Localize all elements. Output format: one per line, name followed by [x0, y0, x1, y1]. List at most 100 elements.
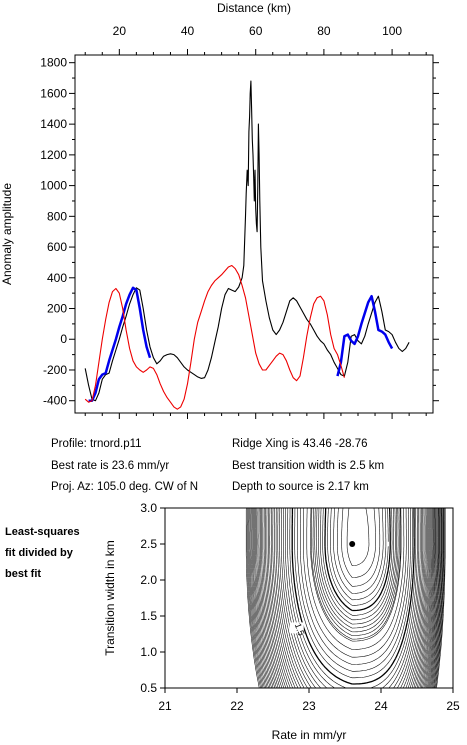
x-tick-label: 20 — [113, 24, 127, 38]
anomaly-profile-chart: Distance (km) Anomaly amplitude 20 40 60 80… — [0, 1, 439, 419]
contour-line — [256, 508, 439, 688]
x-tick-label: 21 — [158, 699, 172, 713]
contour-line — [253, 508, 441, 688]
x-tick-label: 25 — [446, 699, 460, 713]
contour-line — [294, 508, 413, 679]
contour-line — [341, 508, 376, 578]
contour-group: 1.5 — [245, 508, 446, 688]
contour-line — [263, 508, 434, 688]
contour-line — [311, 508, 401, 640]
contour-line — [283, 508, 421, 688]
contour-line — [249, 508, 443, 688]
contour-line — [316, 508, 397, 629]
y-tick-label: 1.5 — [140, 609, 157, 623]
contour-line — [330, 508, 387, 601]
y-tick-label: 1800 — [40, 56, 67, 70]
model-anomaly-line — [84, 264, 345, 410]
contour-line — [279, 508, 424, 688]
contour-line — [247, 508, 445, 688]
x-tick-label: 22 — [230, 699, 244, 713]
contour-line — [269, 508, 430, 688]
best-fit-segment-right — [336, 294, 394, 377]
x-tick-label: 24 — [374, 699, 388, 713]
contour-line — [327, 508, 389, 606]
y-tick-label: 1200 — [40, 148, 67, 162]
x-tick-label: 80 — [317, 24, 331, 38]
contour-frame — [164, 507, 454, 689]
y-axis-title: Transition width in km — [103, 540, 117, 656]
best-rate-text: Best rate is 23.6 mm/yr — [51, 460, 169, 472]
y-tick-label: 600 — [47, 240, 67, 254]
y-tick-label: -400 — [43, 394, 67, 408]
contour-line — [272, 508, 428, 688]
contour-line — [346, 508, 370, 566]
side-note: Least-squares fit divided by best fit — [5, 526, 80, 580]
y-axis-title: Anomaly amplitude — [0, 183, 14, 285]
info-block: Profile: trnord.p11 Ridge Xing is 43.46 … — [51, 438, 384, 493]
proj-az-text: Proj. Az: 105.0 deg. CW of N — [51, 481, 198, 493]
contour-line — [297, 508, 411, 672]
contour-label: 1.5 — [293, 622, 307, 637]
contour-line — [261, 508, 436, 688]
y-tick-label: 1.0 — [140, 645, 157, 659]
best-width-text: Best transition width is 2.5 km — [232, 460, 384, 472]
y-tick-label: 1600 — [40, 86, 67, 100]
contour-line — [248, 508, 444, 688]
side-note-line-3: best fit — [5, 568, 41, 580]
x-tick-label: 40 — [181, 24, 195, 38]
plot-frame — [74, 54, 434, 414]
contour-line — [310, 508, 402, 642]
contour-line — [265, 508, 433, 688]
y-tick-label: 0.5 — [140, 681, 157, 695]
contour-line — [251, 508, 442, 688]
x-tick-label: 60 — [249, 24, 263, 38]
side-note-line-2: fit divided by — [5, 547, 74, 559]
contour-line — [255, 508, 440, 688]
contour-line — [303, 508, 407, 658]
tick-group: 21 22 23 24 25 0.5 1.0 1.5 2.0 2.5 3.0 — [140, 501, 460, 713]
y-tick-label: 800 — [47, 209, 67, 223]
contour-line — [306, 508, 405, 650]
contour-line — [333, 508, 384, 594]
contour-line — [254, 508, 440, 688]
contour-label-background — [289, 622, 304, 634]
depth-text: Depth to source is 2.17 km — [232, 481, 369, 493]
ridge-xing-text: Ridge Xing is 43.46 -28.76 — [232, 438, 368, 450]
contour-line — [250, 508, 443, 688]
x-tick-label: 100 — [382, 24, 402, 38]
tick-group: 20 40 60 80 100 -400 -200 0 200 400 600 800 1000 1200… — [40, 24, 439, 419]
series-group — [84, 80, 410, 410]
best-fit-segment-left — [88, 286, 152, 402]
contour-line — [318, 508, 396, 625]
x-axis-title: Rate in mm/yr — [272, 728, 347, 742]
contour-line — [300, 508, 409, 665]
contour-line — [287, 508, 418, 688]
contour-line — [262, 508, 435, 688]
best-fit-marker — [349, 541, 356, 547]
contour-line — [245, 508, 446, 688]
y-tick-label: 2.0 — [140, 573, 157, 587]
contour-line — [324, 508, 391, 612]
x-tick-label: 23 — [302, 699, 316, 713]
contour-line — [260, 508, 437, 688]
y-tick-label: 1400 — [40, 117, 67, 131]
y-tick-label: 0 — [60, 332, 67, 346]
contour-line — [275, 508, 426, 688]
contour-line — [258, 508, 437, 688]
contour-line — [270, 508, 429, 688]
contour-line — [266, 508, 432, 688]
y-tick-label: 200 — [47, 302, 67, 316]
x-axis-title: Distance (km) — [217, 1, 291, 15]
y-tick-label: 1000 — [40, 179, 67, 193]
contour-line — [281, 508, 422, 688]
y-tick-label: -200 — [43, 363, 67, 377]
contour-line — [312, 508, 400, 636]
contour-line — [257, 508, 438, 688]
y-tick-label: 400 — [47, 271, 67, 285]
contour-line — [320, 508, 394, 621]
contour-line — [291, 508, 415, 685]
profile-text: Profile: trnord.p11 — [51, 438, 142, 450]
contour-line — [337, 508, 381, 587]
observed-anomaly-line — [84, 80, 410, 402]
